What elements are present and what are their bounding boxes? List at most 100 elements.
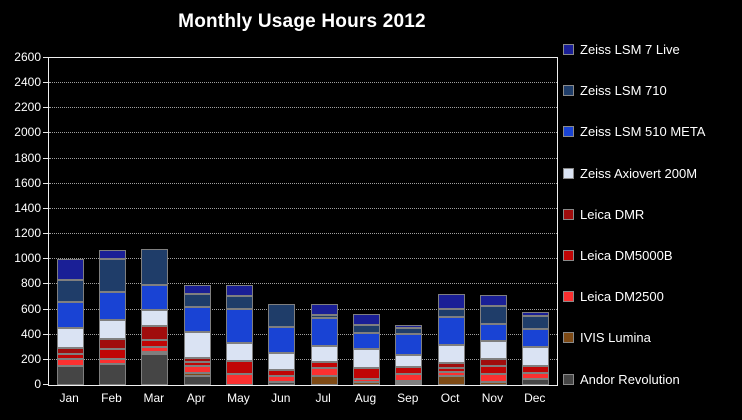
bar-column-apr <box>176 58 218 385</box>
bar-segment <box>522 347 550 366</box>
y-tick-mark <box>43 207 48 209</box>
legend-item: Andor Revolution <box>563 372 680 387</box>
bar-column-jul <box>303 58 345 385</box>
bar-column-jun <box>261 58 303 385</box>
bar-segment <box>56 328 84 348</box>
bar-segment <box>479 382 507 385</box>
bar-column-mar <box>134 58 176 385</box>
gridline <box>49 258 557 260</box>
bar-stack-nov <box>479 295 507 385</box>
x-tick-label: Feb <box>101 391 122 405</box>
bar-segment <box>479 341 507 359</box>
y-tick-mark <box>43 308 48 310</box>
bar-segment <box>437 372 465 376</box>
y-tick-mark <box>43 182 48 184</box>
bar-segment <box>310 346 338 362</box>
gridline <box>49 233 557 235</box>
bar-segment <box>395 367 423 374</box>
y-tick-label: 400 <box>20 326 41 341</box>
legend-item: Leica DM5000B <box>563 248 673 263</box>
x-tick-label: Jan <box>59 391 79 405</box>
y-tick-label: 1800 <box>14 150 41 165</box>
bar-stack-jul <box>310 304 338 385</box>
bar-segment <box>98 349 126 359</box>
bar-segment <box>183 332 211 358</box>
bar-segment <box>437 345 465 363</box>
y-tick-mark <box>43 384 48 385</box>
bar-segment <box>183 307 211 332</box>
x-tick-label: May <box>227 391 250 405</box>
bar-stack-oct <box>437 294 465 385</box>
bar-segment <box>225 285 253 296</box>
bar-segment <box>225 374 253 385</box>
bar-stack-apr <box>183 285 211 385</box>
legend-label: Zeiss LSM 510 META <box>580 124 706 140</box>
gridline <box>49 358 557 360</box>
bar-segment <box>437 376 465 385</box>
legend-item: Leica DM2500 <box>563 289 664 304</box>
bar-segment <box>98 259 126 292</box>
bar-column-dec <box>515 58 557 385</box>
legend-item: Leica DMR <box>563 207 644 222</box>
legend-label: Leica DM5000B <box>580 248 673 263</box>
bars-row <box>49 58 557 385</box>
y-tick-mark <box>43 57 48 58</box>
bar-segment <box>395 383 423 385</box>
y-tick-label: 0 <box>34 377 41 391</box>
legend-item: IVIS Lumina <box>563 330 651 345</box>
bar-segment <box>56 354 84 359</box>
bar-segment <box>479 306 507 324</box>
legend-swatch-icon <box>563 373 574 385</box>
bar-segment <box>225 309 253 343</box>
bar-segment <box>310 368 338 376</box>
bar-column-feb <box>91 58 133 385</box>
legend-swatch-icon <box>563 250 574 261</box>
y-tick-mark <box>43 132 48 134</box>
bar-segment <box>268 304 296 327</box>
legend-label: Leica DMR <box>580 206 645 222</box>
bar-segment <box>141 310 169 326</box>
y-tick-mark <box>43 107 48 109</box>
legend-swatch-icon <box>563 167 574 179</box>
y-tick-mark <box>43 283 48 285</box>
bar-segment <box>183 294 211 307</box>
bar-stack-mar <box>141 249 169 385</box>
bar-segment <box>183 373 211 376</box>
bar-segment <box>395 325 423 328</box>
bar-segment <box>437 368 465 372</box>
legend-label: IVIS Lumina <box>580 330 651 346</box>
bar-segment <box>395 381 423 383</box>
legend-swatch-icon <box>563 44 574 55</box>
gridline <box>49 308 557 310</box>
chart-title: Monthly Usage Hours 2012 <box>178 11 426 32</box>
bar-segment <box>479 366 507 374</box>
bar-segment <box>98 292 126 320</box>
y-tick-label: 2600 <box>14 50 41 64</box>
bar-column-oct <box>430 58 472 385</box>
y-tick-label: 2400 <box>14 75 41 90</box>
bar-segment <box>98 320 126 339</box>
bar-column-jan <box>49 58 91 385</box>
bar-segment <box>98 339 126 349</box>
y-tick-label: 1600 <box>14 175 41 190</box>
bar-segment <box>268 376 296 382</box>
bar-segment <box>352 349 380 368</box>
bar-segment <box>522 312 550 316</box>
bar-segment <box>183 285 211 294</box>
bar-segment <box>98 359 126 364</box>
y-tick-mark <box>43 233 48 235</box>
legend-label: Leica DM2500 <box>580 289 664 305</box>
bar-segment <box>56 366 84 385</box>
legend-item: Zeiss LSM 7 Live <box>563 42 680 57</box>
x-axis-labels: Jan Feb Mar Apr May Jun Jul Aug Sep Oct Nov Dec <box>48 391 556 405</box>
legend-swatch-icon <box>563 208 574 220</box>
plot-area <box>48 57 558 386</box>
bar-segment <box>310 304 338 315</box>
y-tick-label: 2200 <box>14 100 41 115</box>
bar-segment <box>395 355 423 367</box>
bar-segment <box>225 361 253 374</box>
bar-segment <box>141 347 169 352</box>
bar-segment <box>225 296 253 309</box>
bar-segment <box>522 366 550 373</box>
